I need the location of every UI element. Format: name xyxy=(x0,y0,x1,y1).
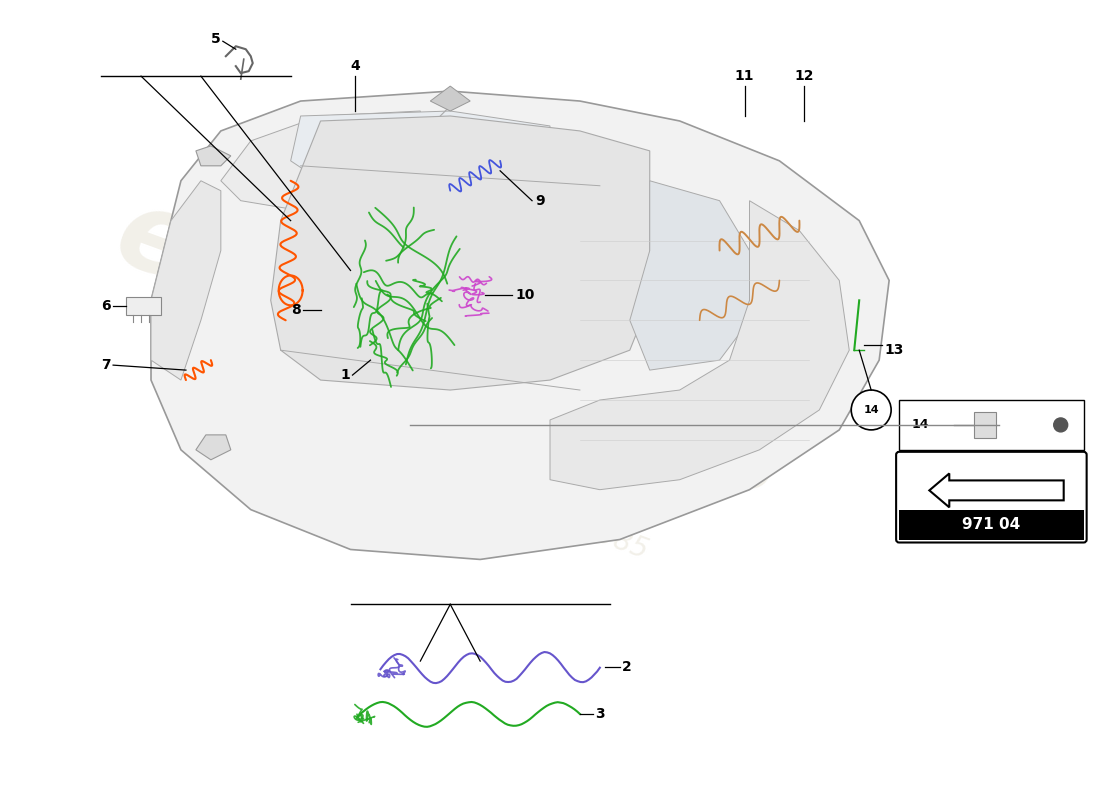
Text: 12: 12 xyxy=(794,69,814,83)
Text: 2: 2 xyxy=(621,660,631,674)
Text: 8: 8 xyxy=(290,303,300,318)
Polygon shape xyxy=(271,116,650,390)
Text: 11: 11 xyxy=(735,69,755,83)
Polygon shape xyxy=(430,86,470,111)
Bar xyxy=(974,412,996,438)
Circle shape xyxy=(851,390,891,430)
Text: 9: 9 xyxy=(535,194,544,208)
Text: 14: 14 xyxy=(911,418,928,431)
FancyBboxPatch shape xyxy=(896,452,1087,542)
Polygon shape xyxy=(196,435,231,460)
Polygon shape xyxy=(630,181,749,370)
Text: a passion for parts since 1985: a passion for parts since 1985 xyxy=(249,395,652,565)
Bar xyxy=(126,298,161,315)
Text: 1: 1 xyxy=(341,368,351,382)
Text: 10: 10 xyxy=(515,288,535,302)
Polygon shape xyxy=(221,111,420,210)
Text: 6: 6 xyxy=(101,299,111,314)
Text: 971 04: 971 04 xyxy=(962,517,1021,532)
Polygon shape xyxy=(151,91,889,559)
Circle shape xyxy=(1054,418,1068,432)
Polygon shape xyxy=(550,201,849,490)
Polygon shape xyxy=(151,181,221,380)
Text: 5: 5 xyxy=(211,32,221,46)
FancyArrow shape xyxy=(930,474,1064,507)
Bar xyxy=(899,510,1084,539)
Polygon shape xyxy=(196,146,231,166)
Text: 7: 7 xyxy=(101,358,111,372)
Text: eurospares: eurospares xyxy=(102,180,799,521)
Text: 4: 4 xyxy=(351,59,361,73)
Text: 3: 3 xyxy=(595,707,605,721)
Polygon shape xyxy=(290,111,550,181)
Text: 13: 13 xyxy=(884,343,903,357)
Text: 14: 14 xyxy=(864,405,879,415)
Bar xyxy=(899,400,1084,450)
